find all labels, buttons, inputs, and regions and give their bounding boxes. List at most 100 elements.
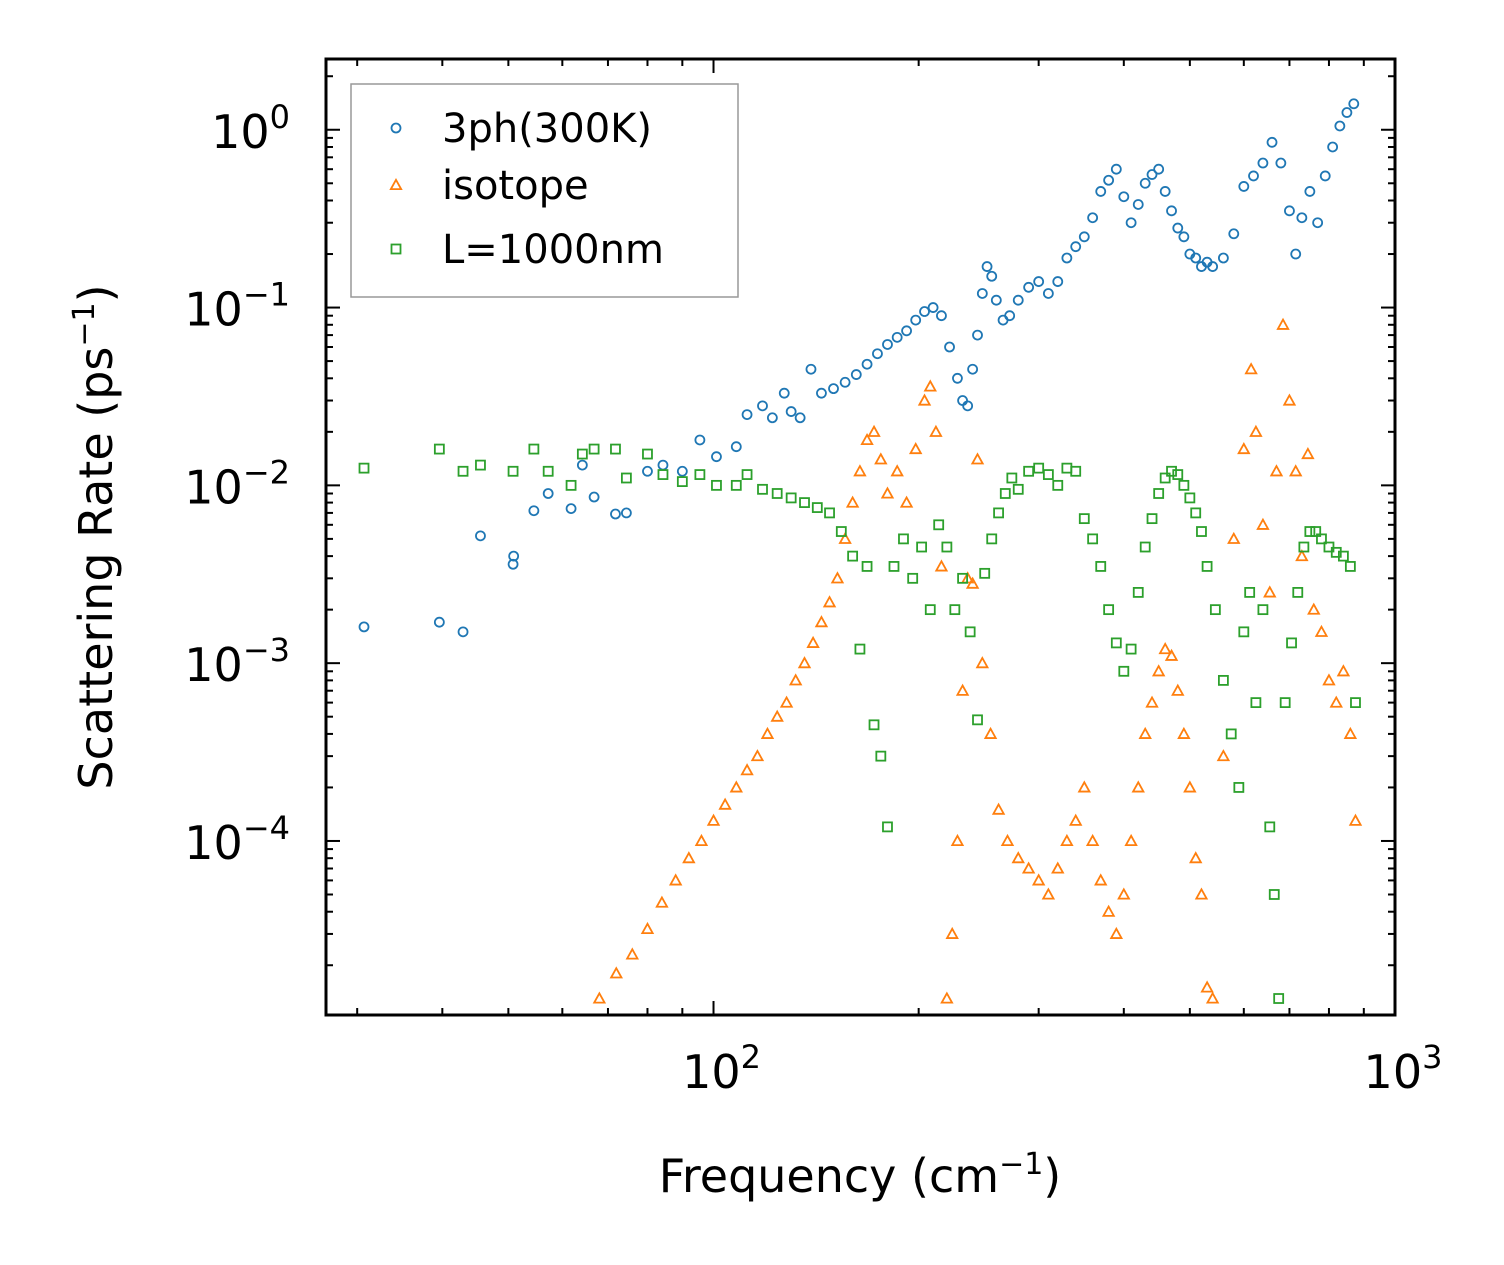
tick-label: 102: [682, 1038, 761, 1099]
data-point: [1153, 163, 1165, 175]
data-point: [1069, 813, 1083, 826]
data-point: [945, 926, 959, 939]
data-point: [718, 797, 732, 810]
data-point: [1290, 248, 1302, 260]
legend-label: isotope: [442, 163, 589, 209]
data-point: [1023, 465, 1035, 477]
data-point: [788, 673, 803, 686]
data-point: [972, 329, 983, 341]
data-point: [711, 479, 722, 491]
legend-label: 3ph(300K): [442, 106, 652, 152]
data-point: [1273, 993, 1285, 1004]
data-point: [657, 469, 669, 480]
data-point: [741, 469, 753, 480]
data-point: [1343, 726, 1358, 739]
data-point: [1350, 697, 1361, 709]
data-point: [620, 507, 632, 519]
data-point: [730, 441, 742, 453]
data-point: [976, 288, 988, 299]
data-point: [1205, 991, 1220, 1004]
data-point: [854, 643, 866, 655]
data-point: [1052, 479, 1064, 491]
data-point: [706, 813, 721, 826]
data-point: [910, 314, 922, 326]
data-point: [1021, 861, 1036, 874]
series-triangle: [592, 317, 1363, 1004]
data-point: [880, 486, 895, 499]
data-point: [1334, 120, 1346, 132]
data-point: [916, 541, 928, 553]
data-point: [867, 424, 881, 437]
data-point: [766, 412, 778, 424]
data-point: [1183, 780, 1197, 793]
data-point: [799, 497, 810, 508]
data-point: [676, 476, 688, 487]
data-point: [1172, 469, 1184, 480]
data-point: [1139, 177, 1151, 189]
data-point: [668, 873, 683, 886]
data-point: [838, 531, 852, 544]
tick-label: 10−4: [184, 809, 290, 870]
data-point: [923, 379, 937, 392]
data-point: [730, 479, 742, 491]
data-point: [1139, 541, 1151, 553]
legend-item: L=1000nm: [390, 227, 664, 273]
series-square: [358, 443, 1361, 1004]
data-point: [358, 621, 370, 633]
data-point: [1138, 726, 1152, 739]
y-axis-label: Scattering Rate (ps−1): [67, 284, 123, 789]
x-axis-label: Frequency (cm−1): [659, 1147, 1062, 1203]
data-point: [757, 483, 768, 495]
data-point: [907, 572, 919, 584]
data-point: [967, 363, 979, 375]
data-point: [952, 372, 963, 384]
data-point: [1327, 141, 1339, 153]
data-point: [1042, 469, 1054, 480]
data-point: [508, 550, 520, 562]
data-point: [1052, 276, 1064, 287]
data-point: [779, 695, 794, 708]
data-point: [1061, 462, 1073, 474]
data-point: [740, 763, 754, 776]
data-point: [1004, 310, 1016, 322]
data-point: [625, 947, 639, 960]
data-point: [1266, 136, 1278, 148]
data-point: [835, 526, 847, 537]
data-point: [861, 561, 873, 572]
data-point: [694, 833, 709, 847]
data-point: [1000, 833, 1015, 847]
data-point: [592, 991, 607, 1004]
data-point: [1177, 726, 1191, 739]
data-point: [1103, 604, 1115, 616]
data-point: [1250, 697, 1262, 709]
data-point: [814, 615, 829, 628]
data-point: [609, 966, 623, 979]
data-point: [528, 443, 540, 455]
data-point: [950, 833, 965, 847]
data-point: [861, 358, 873, 370]
data-point: [1078, 231, 1090, 243]
data-point: [1190, 252, 1202, 264]
data-point: [655, 895, 669, 908]
data-point: [588, 491, 600, 503]
data-point: [872, 348, 883, 360]
data-point: [1146, 513, 1158, 525]
data-point: [1070, 241, 1082, 253]
data-point: [986, 533, 998, 545]
legend-item: 3ph(300K): [390, 106, 652, 152]
data-point: [1042, 288, 1054, 299]
data-point: [1190, 507, 1202, 519]
data-point: [770, 709, 784, 722]
data-point: [1060, 833, 1074, 847]
data-point: [642, 465, 653, 477]
data-point: [1166, 465, 1177, 477]
data-point: [1011, 851, 1025, 864]
data-point: [1131, 780, 1145, 793]
data-point: [1275, 157, 1287, 169]
data-point: [1095, 186, 1107, 197]
data-point: [847, 550, 859, 562]
data-point: [1033, 276, 1045, 287]
data-point: [955, 683, 970, 696]
data-point: [1304, 526, 1316, 537]
data-point: [919, 306, 930, 317]
